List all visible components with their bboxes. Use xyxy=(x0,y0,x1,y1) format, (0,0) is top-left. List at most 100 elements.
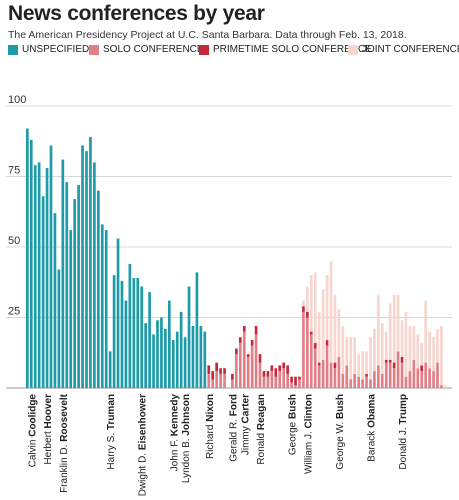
bar-segment xyxy=(365,376,368,388)
bar-segment xyxy=(258,354,262,363)
bar-segment xyxy=(278,365,282,372)
president-label: Lyndon B. Johnson xyxy=(181,394,192,483)
legend-swatch-joint xyxy=(348,44,358,55)
bar-segment xyxy=(294,376,297,386)
president-label: Ronald Reagan xyxy=(256,394,267,465)
bar-segment xyxy=(242,331,246,388)
bar-segment xyxy=(231,379,234,388)
bar-segment xyxy=(266,376,270,388)
bar-segment xyxy=(412,359,416,388)
bar-segment xyxy=(388,303,392,360)
bar-segment xyxy=(353,373,357,388)
president-label: Harry S. Truman xyxy=(106,394,117,470)
president-label: Barack Obama xyxy=(366,394,377,462)
bar-segment xyxy=(270,365,274,372)
legend-item-solo: SOLO CONFERENCE xyxy=(89,44,204,55)
bar-segment xyxy=(400,320,404,357)
bar-segment xyxy=(400,362,404,388)
bar-segment xyxy=(444,385,447,388)
bar-segment xyxy=(290,376,293,383)
bar-segment xyxy=(384,359,388,363)
bar-segment xyxy=(420,342,424,366)
y-tick-label: 75 xyxy=(8,165,20,177)
bar-segment xyxy=(57,269,61,388)
y-tick-label: 25 xyxy=(8,306,20,318)
president-label: Franklin D. Roosevelt xyxy=(59,393,70,493)
bar-segment xyxy=(148,292,151,388)
bar-segment xyxy=(238,342,242,388)
bar-segment xyxy=(215,371,218,388)
bar-segment xyxy=(112,275,116,388)
bar-segment xyxy=(373,328,376,372)
bar-segment xyxy=(349,337,353,380)
bar-segment xyxy=(357,376,360,388)
bar-segment xyxy=(223,373,226,388)
president-label: George Bush xyxy=(288,394,299,455)
bar-segment xyxy=(412,325,416,360)
bar-segment xyxy=(156,320,159,388)
bar-segment xyxy=(337,309,341,357)
bar-segment xyxy=(365,351,368,374)
bar-segment xyxy=(329,261,333,363)
bar-segment xyxy=(317,362,321,366)
bar-segment xyxy=(235,354,238,388)
bar-segment xyxy=(302,300,305,307)
bar-segment xyxy=(290,382,293,388)
bar-segment xyxy=(282,362,286,369)
bar-segment xyxy=(306,317,309,388)
bar-segment xyxy=(440,385,443,388)
bar-segment xyxy=(274,376,278,388)
bar-segment xyxy=(373,371,376,388)
bar-segment xyxy=(124,300,128,388)
bar-segment xyxy=(262,376,266,388)
legend-item-unspecified: UNSPECIFIED xyxy=(8,44,89,55)
legend-label-primetime: PRIMETIME SOLO CONFERENCE xyxy=(213,44,372,55)
bar-segment xyxy=(270,371,274,388)
bar-segment xyxy=(203,331,207,388)
bar-segment xyxy=(258,362,262,388)
bar-segment xyxy=(345,365,349,388)
bar-segment xyxy=(85,151,88,388)
bar-segment xyxy=(329,362,333,388)
bar-segment xyxy=(408,325,412,372)
bar-segment xyxy=(81,145,84,388)
bar-segment xyxy=(160,317,163,388)
bar-segment xyxy=(325,275,329,341)
president-labels: Calvin Coolidge Herbert Hoover Franklin D.… xyxy=(27,393,409,496)
bar-segment xyxy=(424,300,428,363)
bar-segment xyxy=(246,354,250,357)
bar-segment xyxy=(353,337,357,374)
bar-segment xyxy=(250,340,254,346)
bar-segment xyxy=(313,348,317,388)
bar-segment xyxy=(235,348,238,355)
bar-segment xyxy=(317,311,321,363)
bar-segment xyxy=(396,294,400,352)
bar-segment xyxy=(140,286,144,388)
bar-segment xyxy=(428,331,431,369)
bar-segment xyxy=(286,373,289,388)
president-label: Richard Nixon xyxy=(205,394,216,459)
chart-title: News conferences by year xyxy=(8,2,265,25)
bar-segment xyxy=(120,280,124,388)
president-label: Herbert Hoover xyxy=(43,394,54,465)
bar-segment xyxy=(199,325,203,388)
bar-segment xyxy=(325,340,329,346)
bar-segment xyxy=(132,278,136,388)
bar-segment xyxy=(306,311,309,318)
bar-segment xyxy=(167,300,171,388)
bar-segment xyxy=(250,345,254,388)
bar-segment xyxy=(313,272,317,343)
president-label: Donald J. Trump xyxy=(398,394,409,470)
bar-segment xyxy=(96,190,100,388)
bar-segment xyxy=(369,379,372,388)
bar-segment xyxy=(321,289,325,360)
bar-segment xyxy=(242,325,246,332)
bar-segment xyxy=(345,337,349,366)
legend-item-primetime: PRIMETIME SOLO CONFERENCE xyxy=(199,44,372,55)
bar-segment xyxy=(432,337,435,372)
bar-segment xyxy=(341,373,345,388)
bar-segment xyxy=(416,368,420,388)
legend-label-unspecified: UNSPECIFIED xyxy=(22,44,90,55)
legend-swatch-solo xyxy=(89,44,99,55)
